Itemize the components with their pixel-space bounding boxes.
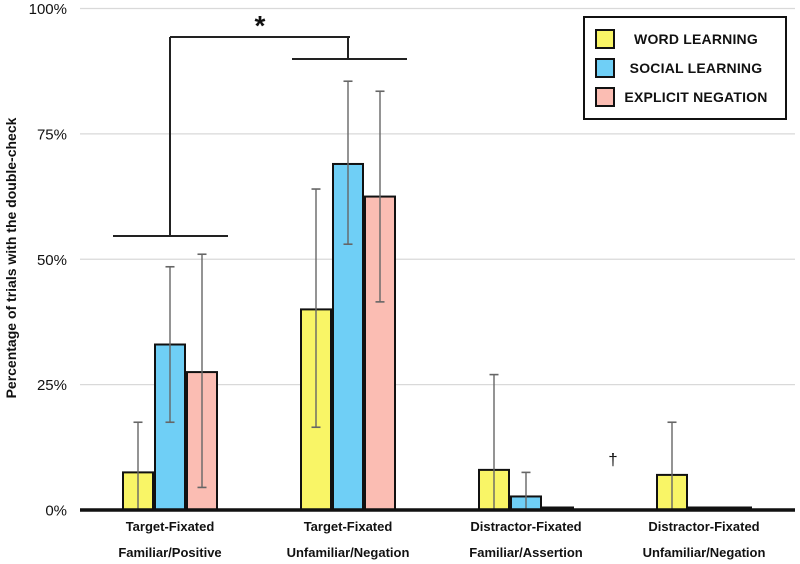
y-tick-label: 50% [37,252,67,269]
y-tick-label: 75% [37,126,67,143]
y-tick-label: 100% [29,1,67,18]
legend-box: WORD LEARNING SOCIAL LEARNING EXPLICIT N… [583,16,787,120]
significance-star: * [255,10,266,41]
legend-item-explicit-negation: EXPLICIT NEGATION [593,87,777,108]
x-category-label-line2: Unfamiliar/Negation [643,545,766,560]
x-category-label-line2: Familiar/Assertion [469,545,582,560]
x-category-label-line2: Unfamiliar/Negation [287,545,410,560]
x-category-label-line1: Target-Fixated [304,519,393,534]
social-learning-swatch [595,57,615,78]
legend-item-word-learning: WORD LEARNING [593,28,777,49]
y-tick-label: 25% [37,377,67,394]
x-category-label-line1: Target-Fixated [126,519,215,534]
x-category-label-line1: Distractor-Fixated [648,519,759,534]
y-tick-label: 0% [45,503,67,520]
legend-label: SOCIAL LEARNING [629,59,763,76]
explicit-negation-swatch [595,87,615,108]
legend-label: WORD LEARNING [634,30,758,47]
word-learning-swatch [595,28,615,49]
x-category-label-line1: Distractor-Fixated [470,519,581,534]
x-category-label-line2: Familiar/Positive [118,545,221,560]
legend-label: EXPLICIT NEGATION [624,89,768,106]
legend-item-social-learning: SOCIAL LEARNING [593,57,777,78]
dagger-marker: † [608,450,617,469]
